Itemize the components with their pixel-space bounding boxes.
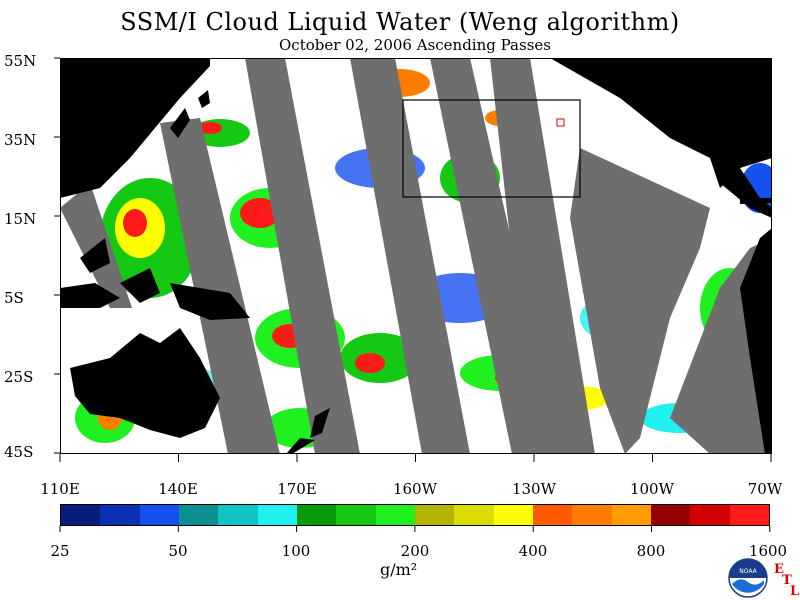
colorbar-label: 25 <box>50 542 70 560</box>
land-masses <box>60 58 772 454</box>
lon-label: 160W <box>392 480 438 498</box>
chart-subtitle: October 02, 2006 Ascending Passes <box>279 36 551 54</box>
colorbar-label: 200 <box>400 542 430 560</box>
colorbar-swatch <box>296 505 337 525</box>
colorbar-label: 400 <box>518 542 548 560</box>
colorbar-label: 800 <box>636 542 666 560</box>
cloud-water-map <box>60 58 772 454</box>
colorbar-swatch <box>375 505 415 525</box>
colorbar-swatch <box>100 505 140 525</box>
colorbar-swatch <box>336 505 376 525</box>
colorbar-swatch <box>61 505 101 525</box>
colorbar-swatch <box>414 505 455 525</box>
etl-letter-t: T <box>782 573 792 588</box>
colorbar-swatch <box>493 505 533 525</box>
lon-label: 130W <box>511 480 557 498</box>
lat-label: 5S <box>4 289 24 307</box>
colorbar-swatch <box>650 505 691 525</box>
colorbar-swatch <box>454 505 494 525</box>
colorbar-swatch <box>572 505 612 525</box>
noaa-logo: NOAA <box>728 558 768 598</box>
lat-label: 15N <box>4 210 37 228</box>
colorbar-swatch <box>218 505 258 525</box>
noaa-logo-text: NOAA <box>739 568 757 575</box>
lat-label: 35N <box>4 131 37 149</box>
colorbar-units: g/m² <box>380 560 418 579</box>
lat-label: 55N <box>4 52 37 70</box>
colorbar-swatch <box>139 505 179 525</box>
colorbar-swatch <box>178 505 219 525</box>
colorbar-swatch <box>257 505 297 525</box>
lon-label: 70W <box>747 480 783 498</box>
red-marker <box>556 118 565 127</box>
no-data-swaths <box>60 58 772 454</box>
lon-label: 140E <box>158 480 198 498</box>
lon-label: 100W <box>629 480 675 498</box>
lon-label: 170E <box>277 480 317 498</box>
colorbar-label: 50 <box>168 542 188 560</box>
colorbar <box>60 504 770 526</box>
colorbar-swatch <box>611 505 651 525</box>
lat-label: 45S <box>4 443 34 461</box>
lat-label: 25S <box>4 368 34 386</box>
etl-letter-l: L <box>790 584 800 599</box>
colorbar-swatch <box>729 505 769 525</box>
lon-label: 110E <box>40 480 80 498</box>
colorbar-label: 100 <box>281 542 311 560</box>
chart-title: SSM/I Cloud Liquid Water (Weng algorithm… <box>120 8 680 36</box>
region-box <box>402 99 581 198</box>
colorbar-label: 1600 <box>748 542 788 560</box>
colorbar-swatch <box>532 505 573 525</box>
colorbar-swatch <box>690 505 730 525</box>
etl-letter-e: E <box>774 562 784 577</box>
